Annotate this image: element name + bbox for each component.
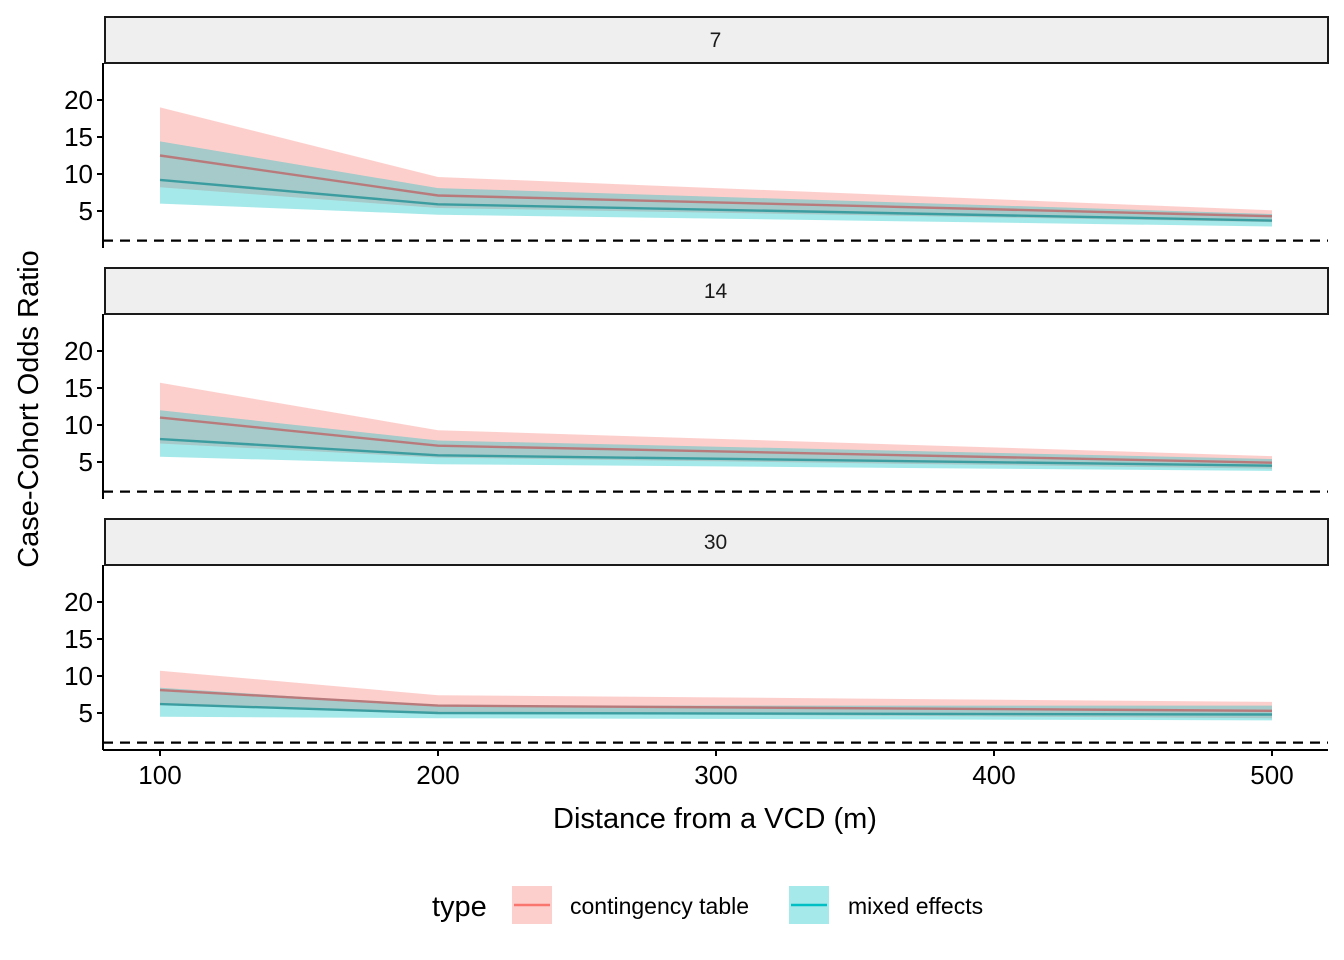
x-tick-label-200: 200 [416, 760, 459, 790]
y-tick-label-7-15: 15 [64, 122, 93, 152]
facet-strip-14 [104, 267, 1329, 315]
legend: type contingency table mixed effects [432, 886, 983, 924]
line-contingency-table-14 [159, 416, 1273, 464]
y-tick-label-14-5: 5 [79, 447, 93, 477]
line-contingency-table-7 [159, 154, 1273, 218]
x-axis: 100 200 300 400 500 [103, 749, 1328, 790]
x-tick-label-100: 100 [138, 760, 181, 790]
line-mixed-effects-30 [159, 702, 1273, 716]
legend-label-mixed-effects: mixed effects [848, 893, 983, 919]
y-tick-label-7-10: 10 [64, 159, 93, 189]
y-tick-label-30-10: 10 [64, 661, 93, 691]
ribbon-contingency-table-7 [160, 107, 1272, 223]
x-tick-label-300: 300 [694, 760, 737, 790]
x-axis-title: Distance from a VCD (m) [553, 803, 877, 835]
y-tick-label-30-20: 20 [64, 587, 93, 617]
y-tick-label-7-20: 20 [64, 85, 93, 115]
y-tick-label-14-15: 15 [64, 373, 93, 403]
facet-panel-14: 14 5 10 15 20 [64, 267, 1329, 499]
legend-title: type [432, 891, 487, 923]
y-tick-label-30-15: 15 [64, 624, 93, 654]
legend-label-contingency-table: contingency table [570, 893, 749, 919]
facet-panel-7: 7 5 10 15 20 [64, 16, 1329, 248]
x-tick-label-400: 400 [972, 760, 1015, 790]
y-tick-label-14-20: 20 [64, 336, 93, 366]
facet-panel-30: 30 5 10 15 20 [64, 518, 1329, 750]
facet-strip-label-14: 14 [704, 280, 728, 303]
line-mixed-effects-7 [159, 178, 1273, 222]
x-tick-label-500: 500 [1250, 760, 1293, 790]
facet-strip-30 [104, 518, 1329, 566]
line-mixed-effects-14 [159, 437, 1273, 467]
facet-strip-label-7: 7 [710, 29, 722, 52]
y-tick-label-30-5: 5 [79, 698, 93, 728]
ribbon-contingency-table-14 [160, 382, 1272, 469]
facet-strip-label-30: 30 [704, 531, 727, 554]
facet-strip-7 [104, 16, 1329, 64]
y-tick-label-7-5: 5 [79, 196, 93, 226]
facet-panels: 7 5 10 15 20 14 5 10 15 20 30 5 10 15 20 [64, 16, 1329, 750]
y-axis-title: Case-Cohort Odds Ratio [13, 250, 45, 568]
y-tick-label-14-10: 10 [64, 410, 93, 440]
line-contingency-table-30 [159, 688, 1273, 712]
